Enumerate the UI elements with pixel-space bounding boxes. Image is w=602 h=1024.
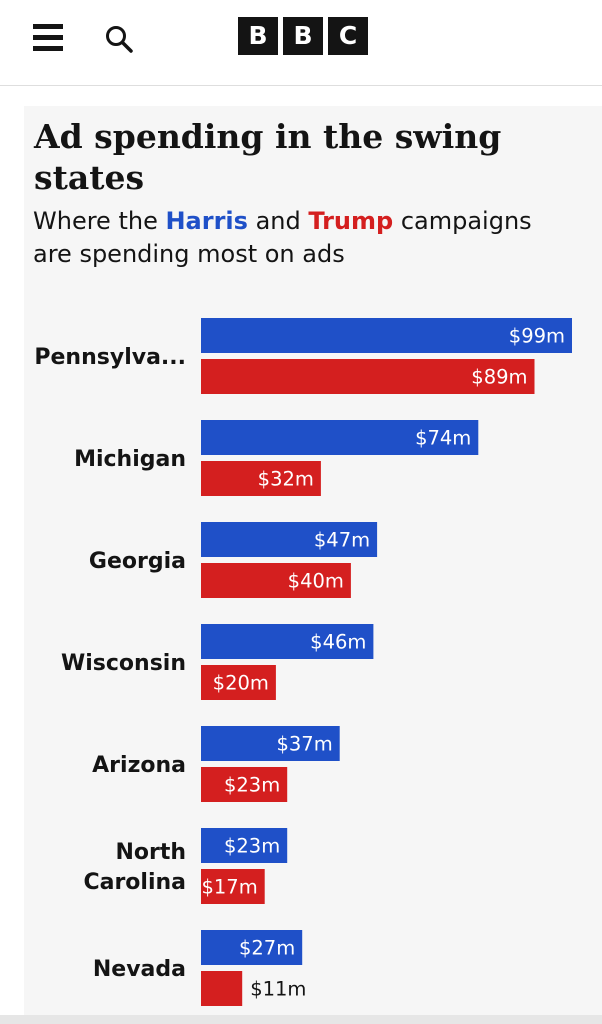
logo-letter: B [238,17,278,55]
trump-value-label: $20m [213,672,269,695]
trump-bar [201,665,276,700]
harris-bar [201,420,479,455]
state-label: North [115,840,186,865]
harris-bar [201,318,572,353]
bottom-divider [0,1015,602,1024]
harris-value-label: $46m [310,631,366,654]
state-label: Pennsylva... [34,345,186,370]
chart-title: Ad spending in the swing states [34,117,502,197]
bbc-logo[interactable]: B B C [238,17,368,55]
trump-value-label: $89m [471,366,527,389]
chart-card: Ad spending in the swing states Where th… [24,106,602,1015]
subtitle-text: Where the [33,207,166,235]
state-label: Carolina [83,870,186,895]
state-label: Nevada [93,957,186,982]
logo-letter: C [328,17,368,55]
harris-bar [201,522,378,557]
trump-bar [201,971,243,1006]
trump-bar [201,359,535,394]
state-label: Georgia [89,549,186,574]
harris-value-label: $47m [314,529,370,552]
subtitle-text: campaigns are spending most on ads [33,207,532,268]
harris-value-label: $27m [239,937,295,960]
trump-value-label: $17m [201,876,257,899]
trump-value-label: $11m [250,978,306,1001]
trump-value-label: $40m [288,570,344,593]
harris-bar [201,930,303,965]
state-label: Michigan [74,447,186,472]
state-label: Wisconsin [61,651,186,676]
trump-value-label: $32m [258,468,314,491]
harris-bar [201,726,340,761]
trump-bar [201,563,351,598]
harris-value-label: $37m [276,733,332,756]
search-icon[interactable] [104,24,134,54]
trump-bar [201,461,321,496]
top-bar: B B C [0,0,602,86]
harris-value-label: $74m [415,427,471,450]
logo-letter: B [283,17,323,55]
harris-bar [201,828,288,863]
state-label: Arizona [92,753,186,778]
trump-bar [201,869,265,904]
harris-value-label: $23m [224,835,280,858]
subtitle-harris: Harris [165,207,248,235]
harris-bar [201,624,374,659]
harris-value-label: $99m [509,325,565,348]
trump-bar [201,767,288,802]
chart-subtitle: Where the Harris and Trump campaigns are… [33,205,578,271]
trump-value-label: $23m [224,774,280,797]
subtitle-text: and [247,207,309,235]
subtitle-trump: Trump [308,207,394,235]
menu-icon[interactable] [33,24,63,52]
